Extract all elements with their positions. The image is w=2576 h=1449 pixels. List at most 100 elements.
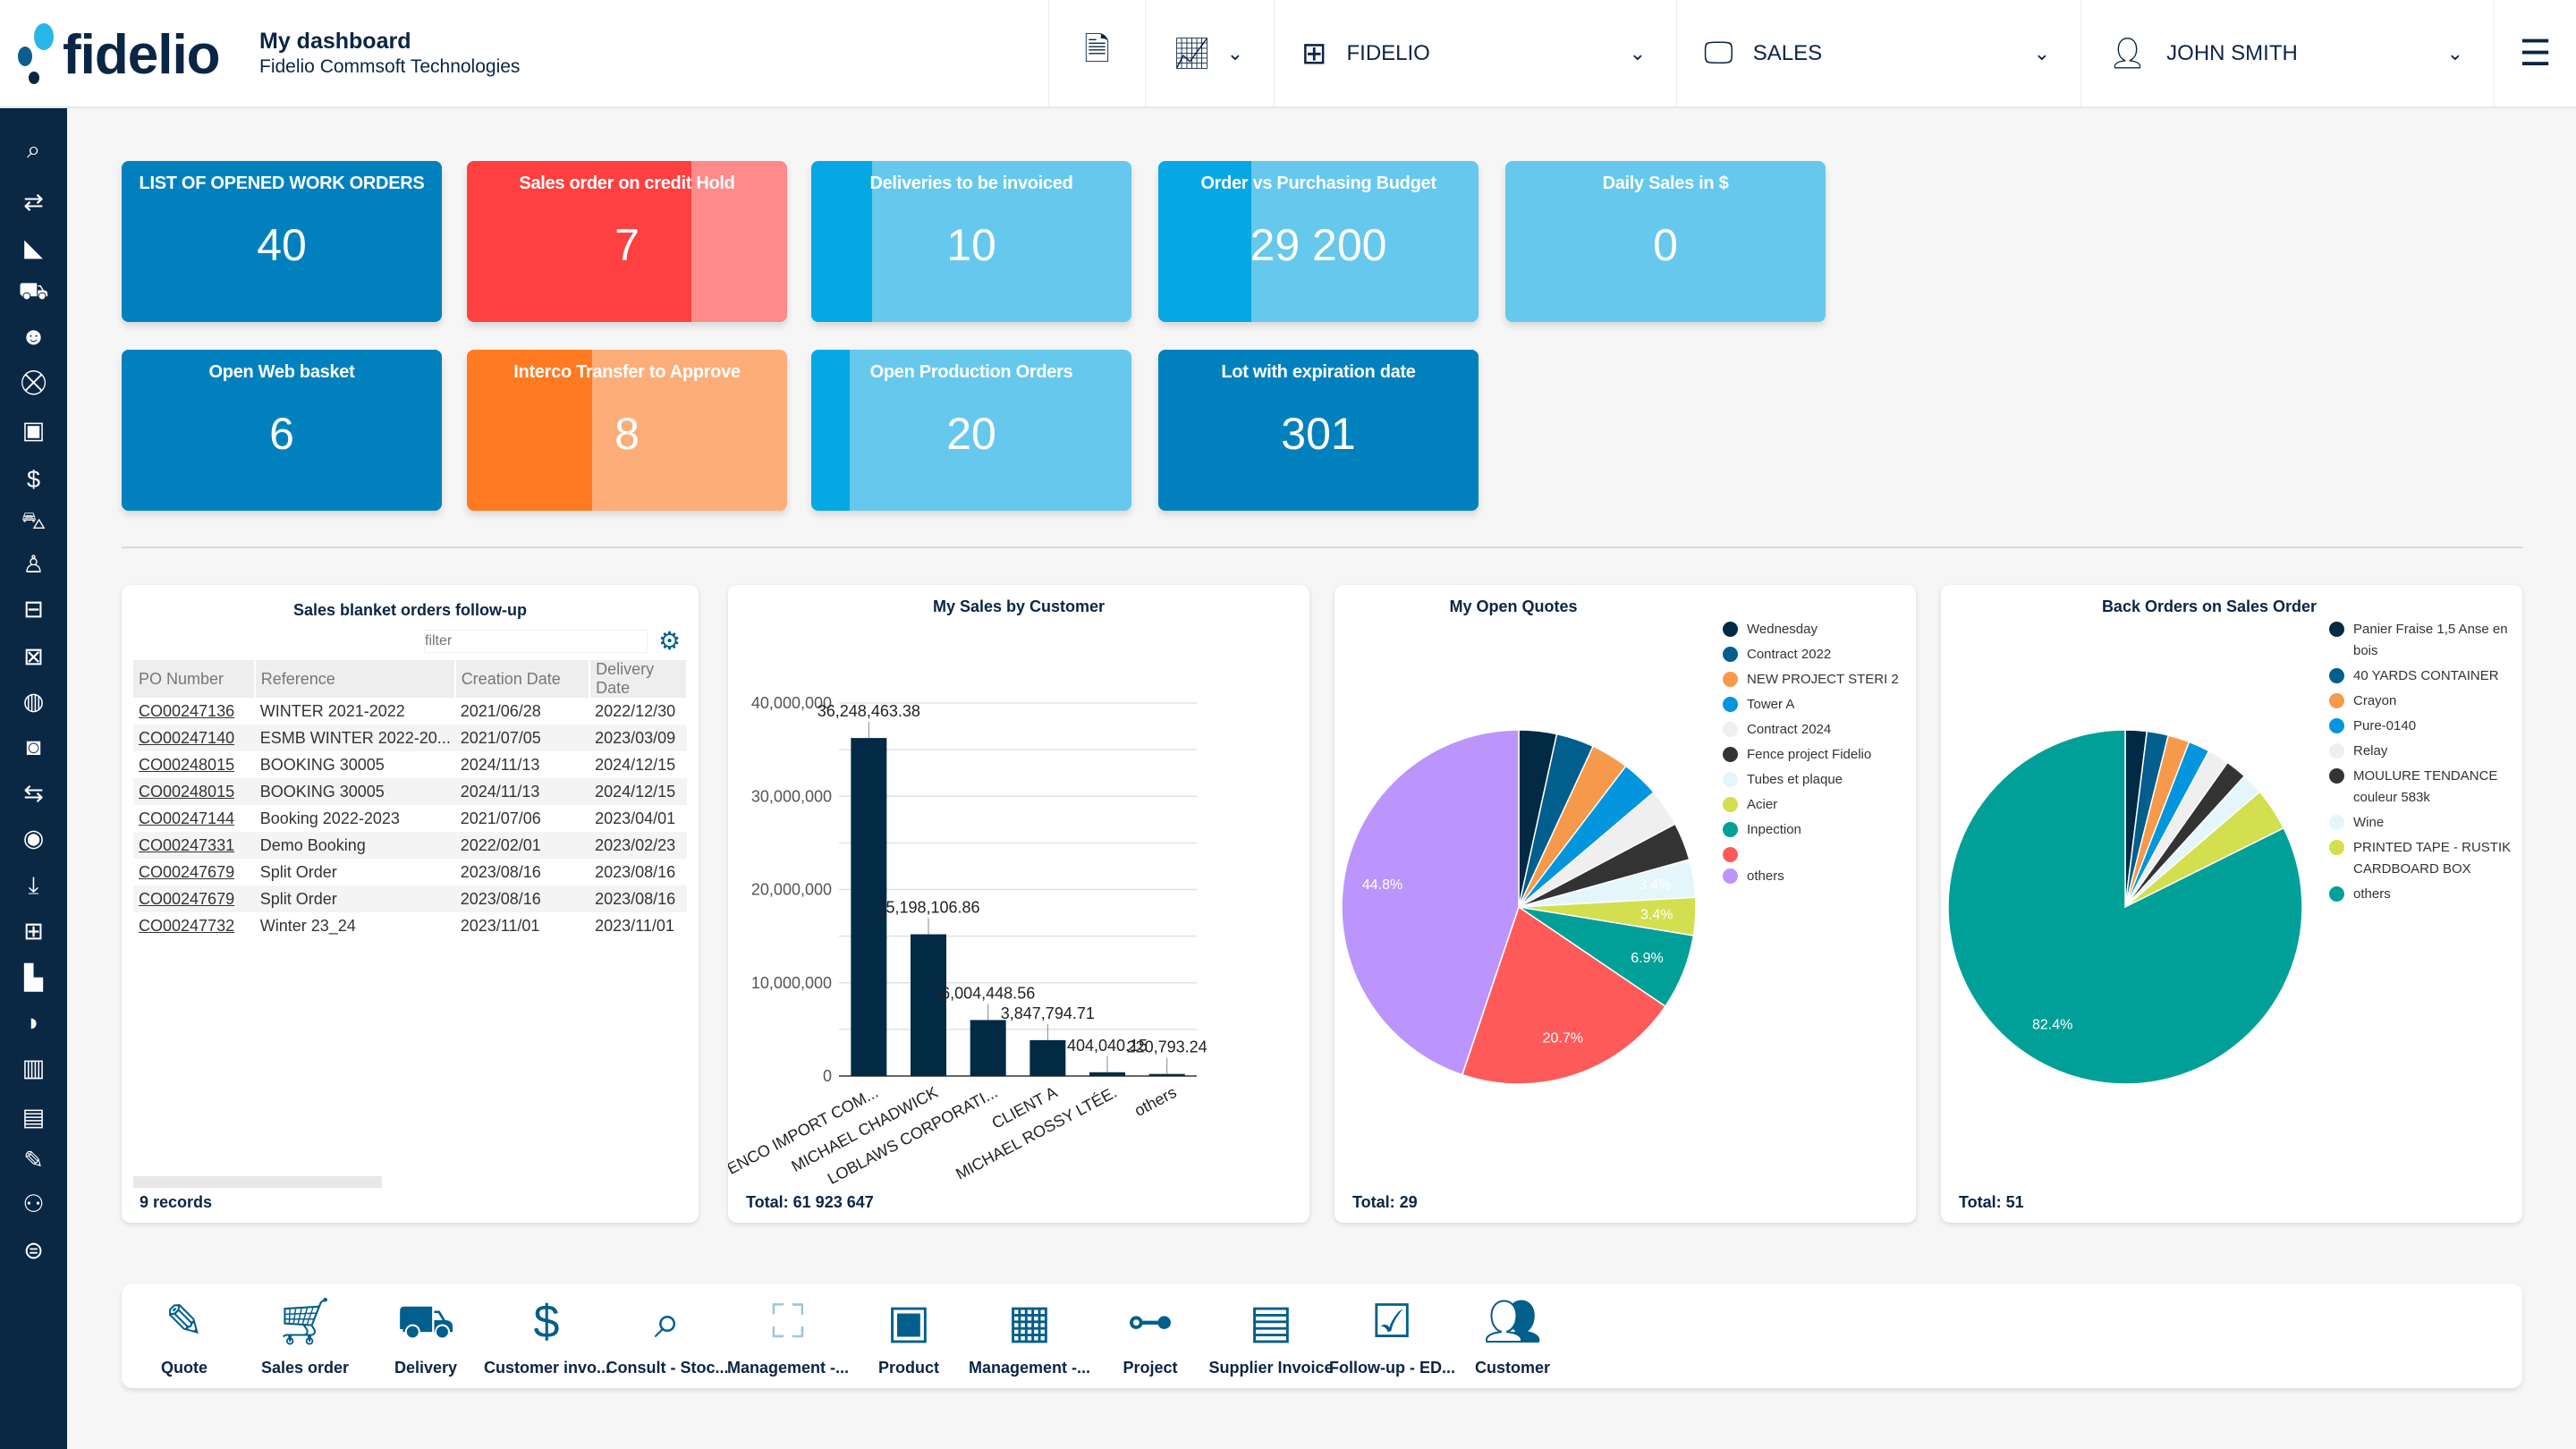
bar-chart-icon[interactable]: ▥ (21, 1055, 46, 1081)
column-header[interactable]: PO Number (133, 660, 256, 698)
legend-item[interactable]: NEW PROJECT STERI 2 (1723, 669, 1911, 691)
kpi-tile[interactable]: Open Web basket 6 (122, 350, 442, 511)
truck-icon[interactable]: ⛟ (18, 277, 49, 304)
shortcut-button[interactable]: ⛟ Delivery (363, 1292, 488, 1377)
module-selector[interactable]: 🖵 SALES ⌄ (1676, 0, 2080, 106)
invoice-icon[interactable]: $ (26, 466, 41, 493)
shortcut-button[interactable]: ⛶ Management -... (725, 1292, 851, 1377)
legend-item[interactable]: MOULURE TENDANCE couleur 583k (2329, 766, 2517, 809)
legend-item[interactable]: 40 YARDS CONTAINER (2329, 665, 2517, 687)
table-row[interactable]: CO00248015 BOOKING 30005 2024/11/13 2024/12… (133, 751, 687, 778)
money-icon[interactable]: ◙ (26, 733, 41, 760)
chart-area-icon[interactable]: ◣ (24, 234, 43, 261)
po-number-link[interactable]: CO00247331 (139, 835, 235, 854)
charts-menu-button[interactable]: 📈︎ ⌄ (1145, 0, 1274, 106)
legend-item[interactable]: PRINTED TAPE - RUSTIK CARDBOARD BOX (2329, 837, 2517, 880)
legend-item[interactable]: Crayon (2329, 691, 2517, 712)
kpi-tile[interactable]: Open Production Orders 20 (811, 350, 1131, 511)
table-row[interactable]: CO00247144 Booking 2022-2023 2021/07/06 202… (133, 805, 687, 832)
exchange-icon[interactable]: ⇆ (23, 780, 44, 807)
hand-holding-usd-icon[interactable]: ◉ (22, 825, 45, 852)
legend-item[interactable]: others (1723, 866, 1911, 887)
legend-item[interactable]: Relay (2329, 741, 2517, 762)
hand-coins-icon[interactable]: ◍ (22, 688, 45, 715)
po-number-link[interactable]: CO00247732 (139, 916, 235, 935)
legend-item[interactable]: Acier (1723, 794, 1911, 816)
legend-item[interactable]: Panier Fraise 1,5 Anse en bois (2329, 619, 2517, 662)
kpi-tile[interactable]: Interco Transfer to Approve 8 (467, 350, 787, 511)
hamburger-menu-button[interactable]: ☰ (2494, 0, 2576, 106)
shortcut-button[interactable]: 👥︎ Customer (1450, 1292, 1575, 1377)
column-header[interactable]: Creation Date (454, 660, 591, 698)
kpi-tile[interactable]: Lot with expiration date 301 (1158, 350, 1479, 511)
shortcut-button[interactable]: $ Customer invo... (484, 1292, 610, 1377)
comment-icon[interactable]: ◗ (26, 1009, 41, 1036)
hand-box-icon[interactable]: ⊠ (23, 643, 44, 670)
search-icon[interactable]: ⌕ (26, 136, 41, 163)
shopping-cart-icon[interactable]: ⛍ (21, 507, 47, 534)
company-selector[interactable]: ⊞ FIDELIO ⌄ (1274, 0, 1676, 106)
legend-item[interactable]: Tubes et plaque (1723, 769, 1911, 791)
table-row[interactable]: CO00247679 Split Order 2023/08/16 2023/08/1… (133, 886, 687, 912)
legend-item[interactable]: Fence project Fidelio (1723, 744, 1911, 766)
wrench-icon[interactable]: ✎ (23, 1147, 44, 1174)
legend-item[interactable] (1723, 844, 1911, 862)
ai-report-button[interactable]: 🗎 (1048, 0, 1145, 106)
document-icon[interactable]: ▤ (21, 1104, 46, 1131)
po-number-link[interactable]: CO00247679 (139, 862, 235, 881)
cart-icon[interactable]: ⛒ (21, 369, 47, 395)
kpi-tile[interactable]: LIST OF OPENED WORK ORDERS 40 (122, 161, 442, 322)
user-gear-icon[interactable]: ⚇ (22, 1191, 45, 1217)
shortcut-button[interactable]: ⊶ Project (1088, 1292, 1213, 1377)
bar[interactable] (1089, 1072, 1125, 1076)
download-box-icon[interactable]: ⤓ (28, 872, 39, 899)
table-row[interactable]: CO00247679 Split Order 2023/08/16 2023/08/1… (133, 859, 687, 886)
table-row[interactable]: CO00247136 WINTER 2021-2022 2021/06/28 2022… (133, 698, 687, 724)
legend-item[interactable]: Wine (2329, 812, 2517, 834)
table-row[interactable]: CO00247331 Demo Booking 2022/02/01 2023/02/… (133, 832, 687, 859)
bar[interactable] (1148, 1073, 1185, 1076)
kpi-tile[interactable]: Sales order on credit Hold 7 (467, 161, 787, 322)
industry-icon[interactable]: ▙ (24, 964, 43, 991)
fidelio-logo[interactable]: fidelio (16, 23, 221, 86)
users-icon[interactable]: ☻ (21, 323, 47, 350)
legend-item[interactable]: Wednesday (1723, 619, 1911, 640)
kpi-tile[interactable]: Daily Sales in $ 0 (1505, 161, 1826, 322)
grid-icon[interactable]: ⊞ (23, 918, 44, 945)
filter-input[interactable] (424, 630, 648, 653)
po-number-link[interactable]: CO00248015 (139, 755, 235, 774)
po-number-link[interactable]: CO00247140 (139, 728, 235, 747)
shortcut-button[interactable]: ✎ Quote (122, 1292, 247, 1377)
bar[interactable] (970, 1020, 1006, 1076)
sitemap-icon[interactable]: ⊟ (23, 596, 44, 623)
transfer-icon[interactable]: ⇄ (23, 189, 44, 216)
shortcut-button[interactable]: ▤ Supplier Invoice (1208, 1292, 1334, 1377)
legend-item[interactable]: Inpection (1723, 819, 1911, 841)
bar[interactable] (911, 934, 946, 1076)
dollar-icon[interactable]: ⊜ (23, 1237, 44, 1264)
po-number-link[interactable]: CO00247679 (139, 889, 235, 908)
table-row[interactable]: CO00247732 Winter 23_24 2023/11/01 2023/11/… (133, 912, 687, 939)
user-menu[interactable]: 👤︎ JOHN SMITH ⌄ (2080, 0, 2494, 106)
bar[interactable] (1030, 1039, 1066, 1076)
settings-gear-icon[interactable]: ⚙ (658, 627, 682, 655)
pie-slice[interactable] (1947, 729, 2303, 1085)
table-row[interactable]: CO00248015 BOOKING 30005 2024/11/13 2024/12… (133, 778, 687, 805)
shortcut-button[interactable]: ⌕ Consult - Stoc... (605, 1292, 730, 1377)
legend-item[interactable]: Pure-0140 (2329, 716, 2517, 737)
contact-book-icon[interactable]: ▣ (21, 417, 46, 444)
legend-item[interactable]: Tower A (1723, 694, 1911, 716)
po-number-link[interactable]: CO00248015 (139, 782, 235, 801)
legend-item[interactable]: others (2329, 884, 2517, 905)
legend-item[interactable]: Contract 2024 (1723, 719, 1911, 741)
shortcut-button[interactable]: ▦ Management -... (967, 1292, 1092, 1377)
shortcut-button[interactable]: ▣ Product (846, 1292, 971, 1377)
column-header[interactable]: Delivery Date (589, 660, 688, 698)
shortcut-button[interactable]: ☑ Follow-up - ED... (1329, 1292, 1455, 1377)
column-header[interactable]: Reference (254, 660, 456, 698)
legend-item[interactable]: Contract 2022 (1723, 644, 1911, 665)
kpi-tile[interactable]: Order vs Purchasing Budget 29 200 (1158, 161, 1479, 322)
po-number-link[interactable]: CO00247144 (139, 809, 235, 827)
user-tie-icon[interactable]: ♙ (22, 551, 45, 578)
table-row[interactable]: CO00247140 ESMB WINTER 2022-20... 2021/07/… (133, 724, 687, 751)
